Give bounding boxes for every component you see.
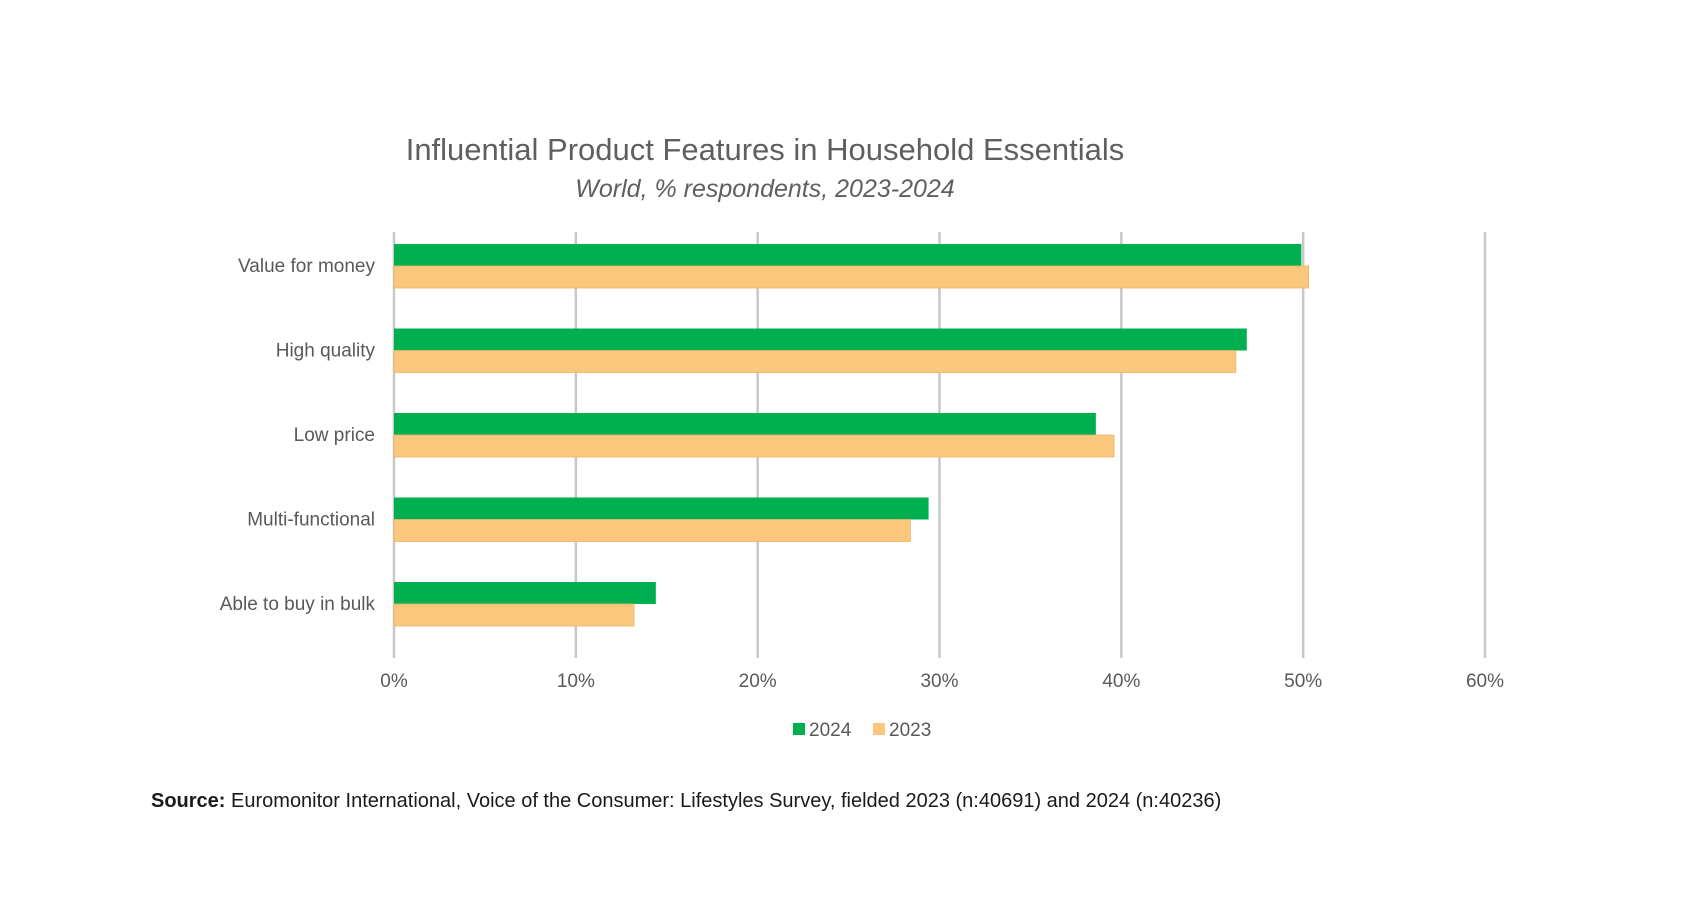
category-label: Low price [294, 425, 375, 446]
source-text: Euromonitor International, Voice of the … [231, 790, 1222, 812]
bar-2023 [393, 350, 1237, 373]
legend-label-2024: 2024 [809, 720, 852, 741]
legend: 2024 2023 [793, 720, 931, 741]
bar-2024 [394, 244, 1302, 266]
x-tick-label: 30% [920, 671, 958, 692]
category-label: Value for money [238, 256, 375, 277]
category-labels: Value for money High quality Low price Mult… [220, 256, 376, 615]
legend-label-2023: 2023 [889, 720, 931, 741]
category-label: Multi-functional [247, 510, 375, 531]
legend-swatch-2024 [793, 723, 805, 735]
bar-2023 [393, 265, 1310, 289]
x-tick-label: 10% [557, 671, 595, 692]
source-note: Source: Euromonitor International, Voice… [151, 790, 1221, 813]
x-tick-label: 60% [1466, 671, 1504, 692]
bar-2023 [393, 603, 635, 627]
bar-2023 [393, 434, 1115, 458]
category-label: High quality [276, 341, 376, 362]
bar-2024 [394, 497, 929, 520]
chart-subtitle: World, % respondents, 2023-2024 [575, 175, 954, 203]
bars [393, 244, 1310, 627]
x-tick-label: 20% [739, 671, 777, 692]
category-label: Able to buy in bulk [220, 594, 376, 615]
chart-title: Influential Product Features in Househol… [406, 132, 1125, 167]
x-tick-label: 40% [1102, 671, 1140, 692]
x-axis-ticks: 0% 10% 20% 30% 40% 50% 60% [380, 671, 1504, 692]
legend-swatch-2023 [873, 723, 885, 735]
bar-2024 [394, 328, 1247, 351]
x-tick-label: 0% [380, 671, 408, 692]
source-label: Source: [151, 790, 226, 812]
bar-2024 [394, 582, 656, 604]
bar-2024 [394, 413, 1096, 435]
x-tick-label: 50% [1284, 671, 1322, 692]
bar-2023 [393, 519, 911, 542]
